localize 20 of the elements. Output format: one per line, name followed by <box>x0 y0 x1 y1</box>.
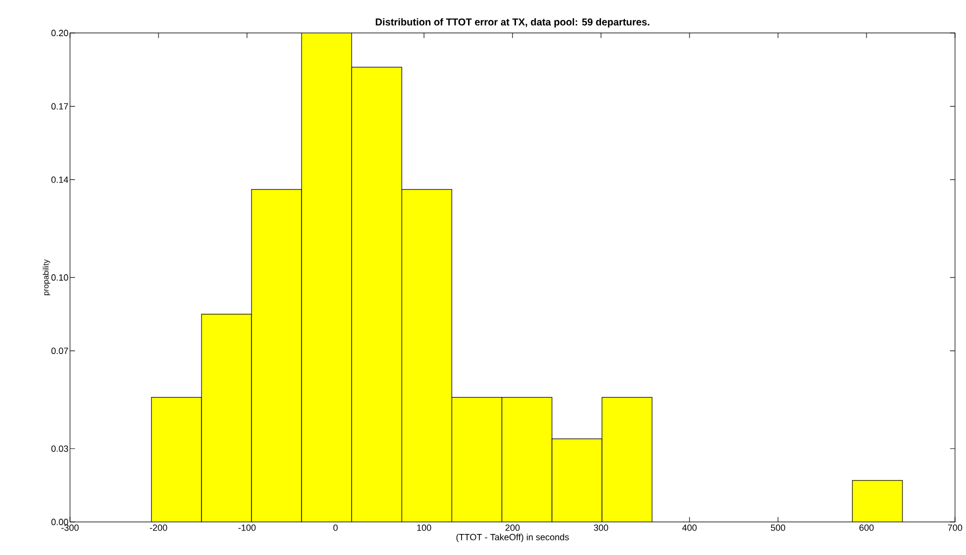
x-tick-label: 700 <box>948 524 962 531</box>
x-tick-label: 500 <box>770 524 786 531</box>
y-tick-label: 0.03 <box>51 445 68 452</box>
chart-title: Distribution of TTOT error at TX, data pool: 59 departures. <box>376 18 650 28</box>
x-tick-label: 400 <box>682 524 697 531</box>
x-tick-label: -100 <box>238 524 256 531</box>
y-tick-label: 0.17 <box>51 103 68 110</box>
x-tick-label: 300 <box>594 524 608 531</box>
x-tick-label: 200 <box>505 524 520 531</box>
x-tick-label: 600 <box>859 524 874 531</box>
y-tick-label: 0.07 <box>51 348 68 354</box>
y-tick-label: 0.00 <box>51 518 68 526</box>
x-tick-label: -300 <box>61 524 79 531</box>
x-tick-label: 0 <box>333 524 338 531</box>
x-tick-label: -200 <box>150 524 168 531</box>
y-tick-label: 0.14 <box>51 176 68 183</box>
y-tick-label: 0.20 <box>51 30 68 36</box>
y-tick-label: 0.10 <box>51 274 68 281</box>
x-axis-title: (TTOT - TakeOff) in seconds <box>456 534 569 542</box>
x-tick-label: 100 <box>417 524 432 531</box>
